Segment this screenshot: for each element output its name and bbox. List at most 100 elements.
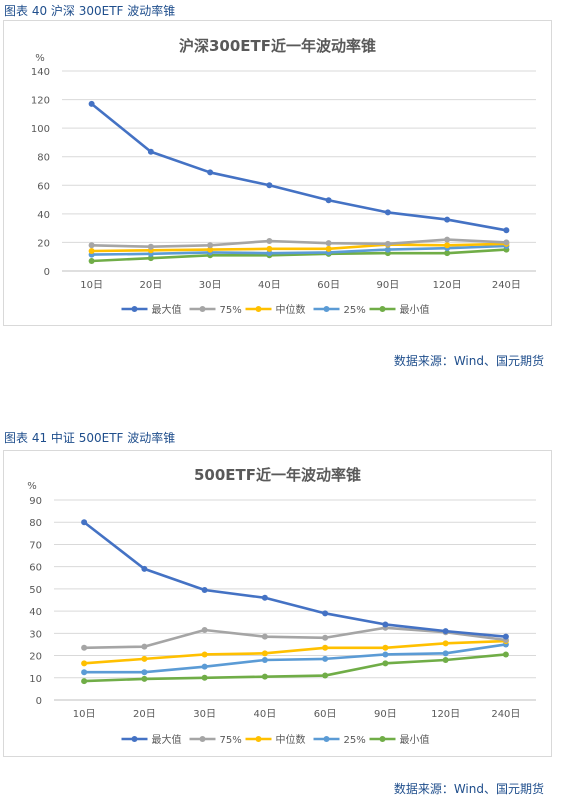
x-tick-label: 240日 xyxy=(492,280,521,291)
data-point xyxy=(322,610,329,617)
x-tick-label: 40日 xyxy=(254,709,277,720)
data-point xyxy=(88,248,95,254)
y-tick-label: 40 xyxy=(29,607,42,618)
legend-marker xyxy=(131,306,138,312)
series-line xyxy=(91,248,507,263)
data-point xyxy=(382,660,389,667)
data-point xyxy=(261,673,268,680)
legend-marker xyxy=(199,306,206,312)
y-tick-label: 70 xyxy=(29,540,42,551)
data-point xyxy=(325,245,332,252)
y-tick-label: 80 xyxy=(37,153,50,164)
x-tick-label: 240日 xyxy=(491,709,520,720)
y-tick-label: 120 xyxy=(31,96,50,107)
chart-2-svg: 500ETF近一年波动率锥% 0 10 20 30 40 50 60 70 80 90 10日 20日 3… xyxy=(27,466,536,746)
y-tick-label: 0 xyxy=(44,267,50,278)
data-point xyxy=(502,633,509,640)
chart-1-svg: 沪深300ETF近一年波动率锥% 0 20 40 60 80 100 120 140 10日 20日… xyxy=(31,37,536,316)
y-tick-label: 100 xyxy=(31,124,50,135)
y-tick-label: 90 xyxy=(29,496,42,507)
data-point xyxy=(207,246,214,253)
data-point xyxy=(81,678,88,685)
data-point xyxy=(88,100,95,107)
data-point xyxy=(382,644,389,651)
series-line xyxy=(91,242,507,253)
data-point xyxy=(147,243,154,250)
data-point xyxy=(141,669,148,676)
data-point xyxy=(81,519,88,526)
data-point xyxy=(201,627,208,633)
data-point xyxy=(442,628,449,635)
y-tick-label: 60 xyxy=(37,181,50,192)
y-tick-label: 50 xyxy=(29,585,42,596)
figure-2-caption: 图表 41 中证 500ETF 波动率锥 xyxy=(4,431,176,445)
y-axis-unit: % xyxy=(35,53,45,64)
data-point xyxy=(444,242,451,249)
series-line xyxy=(83,521,506,638)
data-point xyxy=(266,182,273,189)
x-tick-label: 40日 xyxy=(258,280,281,291)
legend-label: 25% xyxy=(344,305,366,316)
series-line xyxy=(84,653,506,683)
data-point xyxy=(384,240,391,247)
series-line xyxy=(91,238,507,249)
y-tick-label: 80 xyxy=(29,518,42,529)
y-tick-label: 140 xyxy=(31,67,50,78)
y-tick-label: 10 xyxy=(29,674,42,685)
legend-label: 最小值 xyxy=(400,303,430,316)
data-point xyxy=(147,148,154,155)
chart-title: 500ETF近一年波动率锥 xyxy=(194,466,361,484)
x-tick-label: 10日 xyxy=(73,709,96,720)
y-tick-label: 40 xyxy=(37,210,50,221)
chart-1-panel: 沪深300ETF近一年波动率锥% 0 20 40 60 80 100 120 140 10日 20日… xyxy=(3,20,552,326)
data-point xyxy=(382,621,389,628)
data-point xyxy=(201,651,208,658)
data-point xyxy=(322,634,329,641)
data-point xyxy=(382,651,389,658)
chart-2-panel: 500ETF近一年波动率锥% 0 10 20 30 40 50 60 70 80 90 10日 20日 3… xyxy=(3,450,552,757)
data-point xyxy=(207,169,214,176)
data-point xyxy=(325,240,332,247)
legend-marker xyxy=(323,306,330,312)
data-point xyxy=(266,245,273,252)
y-tick-label: 0 xyxy=(36,696,42,707)
data-point xyxy=(81,669,88,676)
series-line xyxy=(91,244,507,256)
data-point xyxy=(444,236,451,243)
data-point xyxy=(201,663,208,670)
data-point xyxy=(261,657,268,663)
legend-marker xyxy=(131,736,138,742)
data-point xyxy=(261,594,268,601)
x-tick-label: 20日 xyxy=(140,280,163,291)
y-tick-label: 60 xyxy=(29,563,42,574)
data-point xyxy=(384,246,391,253)
chart-title: 沪深300ETF近一年波动率锥 xyxy=(179,37,376,55)
data-point xyxy=(207,242,214,249)
data-point xyxy=(503,227,510,234)
legend-marker xyxy=(255,306,262,312)
data-point xyxy=(201,587,208,593)
legend-label: 25% xyxy=(344,735,366,746)
y-axis-unit: % xyxy=(27,481,37,492)
legend-label: 最小值 xyxy=(400,733,430,746)
data-point xyxy=(81,660,88,667)
data-point xyxy=(201,674,208,681)
x-tick-label: 90日 xyxy=(377,280,400,291)
series-line xyxy=(84,643,507,674)
data-point xyxy=(141,655,148,662)
data-point xyxy=(322,672,329,679)
data-point xyxy=(384,209,391,216)
data-point xyxy=(266,250,273,257)
figure-1-caption: 图表 40 沪深 300ETF 波动率锥 xyxy=(4,4,176,18)
data-point xyxy=(444,250,451,257)
data-point xyxy=(141,565,148,572)
data-point xyxy=(141,675,148,682)
y-tick-label: 20 xyxy=(37,238,50,249)
y-tick-label: 30 xyxy=(29,629,42,640)
figure-1-source: 数据来源：Wind、国元期货 xyxy=(393,354,544,368)
data-point xyxy=(442,657,449,663)
legend-marker xyxy=(379,306,386,312)
x-tick-label: 120日 xyxy=(431,709,460,720)
legend-label: 中位数 xyxy=(276,733,306,746)
legend-label: 中位数 xyxy=(276,303,306,316)
